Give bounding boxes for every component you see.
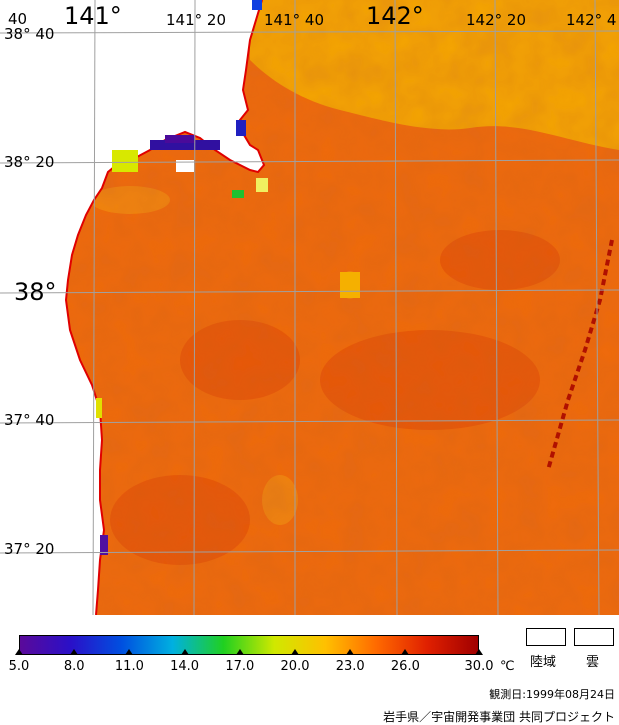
- colorbar-tick-label: 20.0: [280, 659, 310, 674]
- corner-label: 40: [8, 10, 28, 28]
- colorbar-tick-mark: [70, 649, 79, 655]
- cold-water-pixels: [340, 272, 360, 298]
- lon-label-141-40: 141° 40: [264, 11, 324, 29]
- colorbar-tick-mark: [401, 649, 410, 655]
- colorbar-tick-label: 8.0: [63, 659, 85, 674]
- cold-water-pixels: [165, 135, 195, 143]
- colorbar-tick-label: 30.0: [464, 659, 494, 674]
- colorbar-tick-label: 14.0: [170, 659, 200, 674]
- legend-cloud-swatch: [574, 628, 614, 646]
- credit-text: 岩手県／宇宙開発事業団 共同プロジェクト: [383, 710, 615, 724]
- colorbar-tick-mark: [235, 649, 244, 655]
- cold-water-pixels: [112, 150, 138, 172]
- lat-label-38-40: 38° 40: [4, 25, 55, 43]
- lon-label-141: 141°: [64, 2, 122, 30]
- colorbar-tick-label: 23.0: [335, 659, 365, 674]
- lat-label-37-20: 37° 20: [4, 540, 55, 558]
- colorbar-tick-mark: [180, 649, 189, 655]
- colorbar-unit: ℃: [500, 659, 515, 674]
- lon-label-142: 142°: [366, 2, 424, 30]
- lat-label-37-40: 37° 40: [4, 411, 55, 429]
- colorbar-tick-mark: [475, 649, 483, 655]
- lat-lon-grid: [0, 0, 619, 615]
- colorbar-tick-label: 5.0: [8, 659, 30, 674]
- cold-water-pixels: [256, 178, 268, 192]
- lat-label-38: 38°: [14, 278, 57, 306]
- colorbar-tick-mark: [291, 649, 299, 655]
- sea-surface-temperature-image: [0, 0, 619, 615]
- cold-water-pixels: [176, 160, 194, 172]
- lon-label-142-40: 142° 4: [566, 11, 617, 29]
- legend-land-label: 陸域: [530, 655, 557, 670]
- colorbar-tick-label: 11.0: [114, 659, 144, 674]
- legend-land-swatch: [526, 628, 566, 646]
- colorbar-tick-mark: [346, 649, 355, 655]
- lat-label-38-20: 38° 20: [4, 153, 55, 171]
- cold-water-pixels: [252, 0, 262, 10]
- land-area: [0, 0, 264, 615]
- observation-date: 観測日:1999年08月24日: [489, 688, 615, 701]
- lon-label-141-20: 141° 20: [166, 11, 226, 29]
- sst-map: 38° 40 38° 20 38° 37° 40 37° 20 40 141° …: [0, 0, 619, 615]
- cold-water-pixels: [236, 120, 246, 136]
- cold-water-pixels: [100, 535, 108, 555]
- colorbar-tick-label: 17.0: [225, 659, 255, 674]
- cold-water-pixels: [150, 140, 220, 150]
- temperature-colorbar: [19, 635, 479, 655]
- cold-water-pixels: [232, 190, 244, 198]
- colorbar-tick-label: 26.0: [390, 659, 420, 674]
- colorbar-tick-mark: [125, 649, 134, 655]
- colorbar-tick-mark: [15, 649, 23, 655]
- legend-cloud-label: 雲: [586, 655, 600, 670]
- warm-streak: [546, 239, 614, 471]
- cold-water-pixels: [96, 398, 102, 418]
- lon-label-142-20: 142° 20: [466, 11, 526, 29]
